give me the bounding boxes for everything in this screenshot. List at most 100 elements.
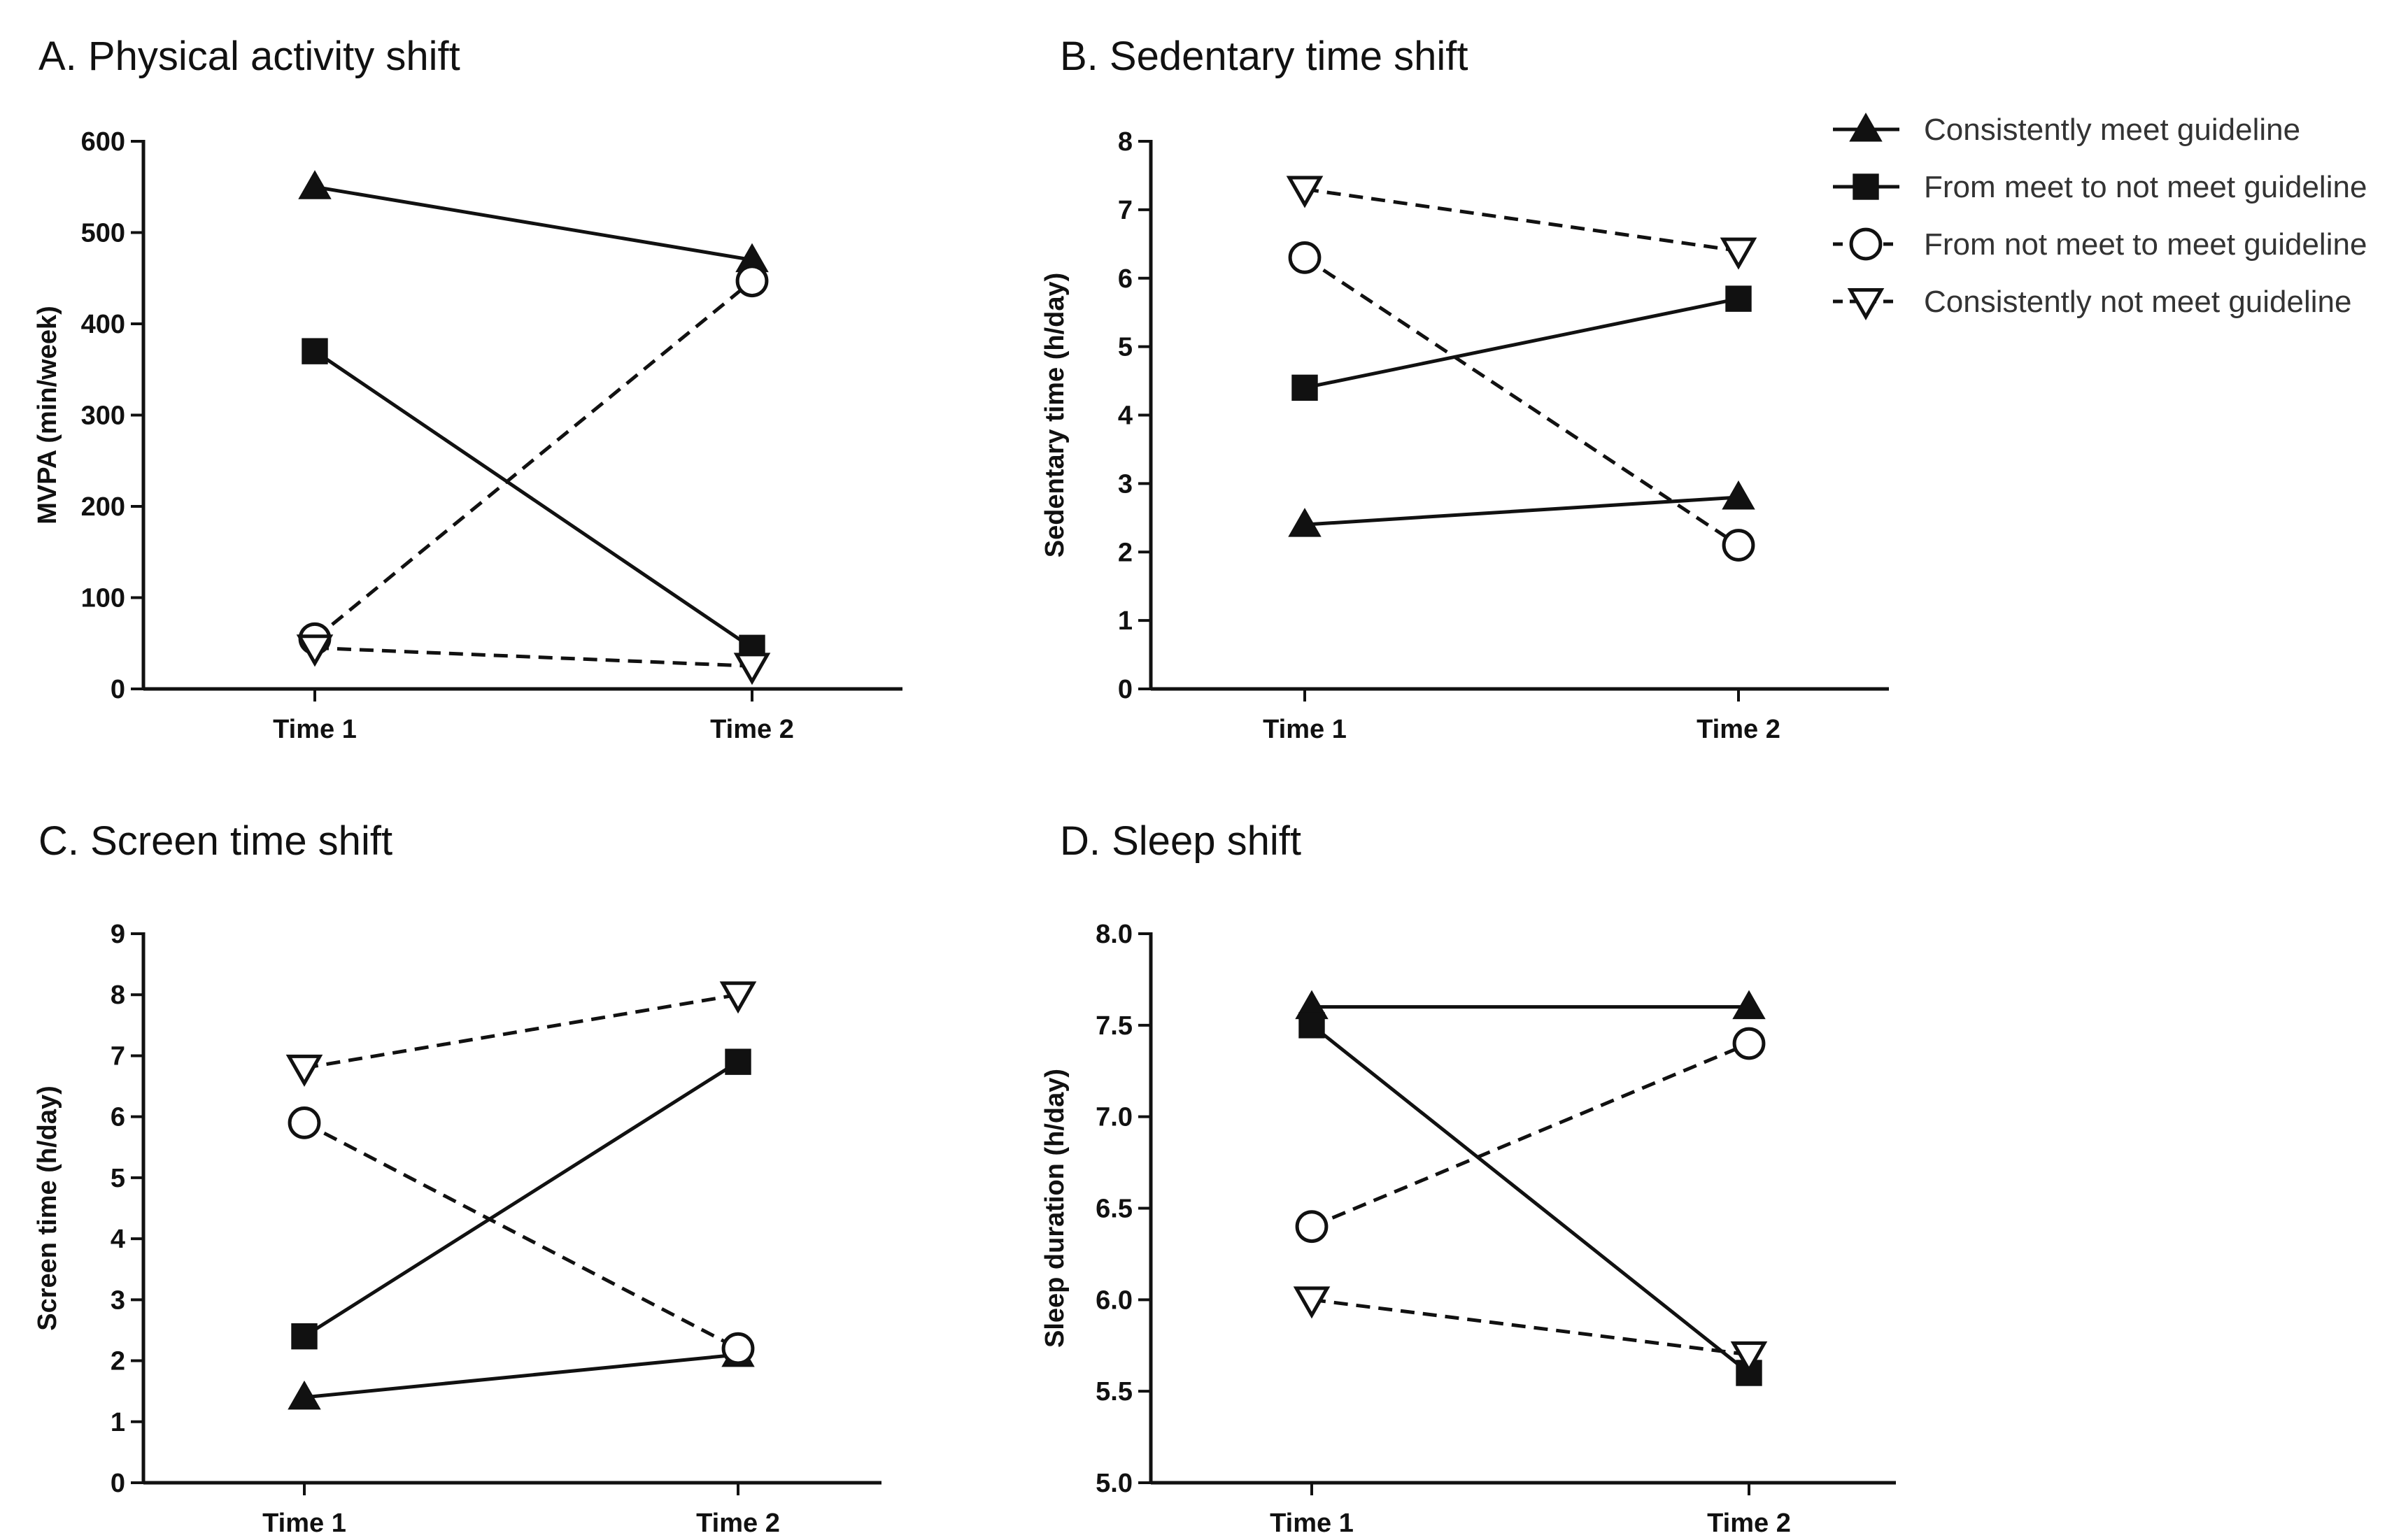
series-line-0 — [304, 1353, 739, 1400]
y-tick-label: 5 — [111, 1164, 125, 1193]
panel-2: C. Screen time shift 0 1 2 3 4 5 6 7 8 9 Time 1 Time… — [33, 818, 881, 1538]
x-tick-label: Time 2 — [710, 715, 794, 744]
series-3-point — [719, 981, 757, 1014]
panel-1: B. Sedentary time shift 0 1 2 3 4 5 6 7 8 Time 1 Ti… — [1040, 34, 1889, 744]
y-tick-label: 0 — [111, 1469, 125, 1498]
series-0-point — [1722, 480, 1755, 510]
y-tick-label: 5.5 — [1096, 1377, 1133, 1407]
series-2-point — [1722, 529, 1755, 562]
legend-marker-icon — [1849, 227, 1883, 261]
y-tick-label: 7 — [1118, 196, 1133, 225]
y-tick-label: 4 — [1118, 401, 1133, 431]
x-tick-label: Time 2 — [696, 1509, 780, 1538]
series-1-point — [1725, 285, 1752, 312]
y-tick-label: 8 — [1118, 127, 1133, 157]
panel-3: D. Sleep shift 5.0 5.5 6.0 6.5 7.0 7.5 8.0 Time … — [1040, 818, 1896, 1538]
series-line-3 — [1304, 187, 1739, 253]
series-2-point — [721, 1332, 755, 1365]
series-3-point — [1720, 237, 1757, 270]
series-1-point — [1291, 374, 1318, 401]
y-tick-label: 7.0 — [1096, 1103, 1133, 1132]
series-3-point — [1293, 1286, 1331, 1319]
series-3-point — [296, 634, 334, 667]
legend-item: Consistently meet guideline — [1833, 112, 2300, 147]
series-line-3 — [314, 646, 753, 668]
series-2-point — [735, 264, 769, 298]
legend-item: From meet to not meet guideline — [1833, 170, 2367, 204]
legend: Consistently meet guideline From meet to … — [1833, 112, 2367, 321]
y-tick-label: 8.0 — [1096, 920, 1133, 949]
series-line-1 — [303, 1060, 739, 1338]
legend-marker-icon — [1853, 173, 1879, 200]
panel-title: C. Screen time shift — [38, 818, 392, 864]
y-tick-label: 1 — [1118, 606, 1133, 636]
y-tick-label: 2 — [1118, 538, 1133, 567]
series-line-1 — [313, 350, 753, 650]
y-axis-label: Sedentary time (h/day) — [1040, 273, 1070, 558]
series-0-point — [298, 170, 332, 199]
series-line-0 — [1304, 495, 1739, 527]
series-3-point — [1730, 1341, 1768, 1374]
legend-label: Consistently meet guideline — [1924, 113, 2300, 147]
series-1-point — [291, 1323, 318, 1350]
series-2-point — [1288, 241, 1322, 274]
series-2-point — [288, 1106, 321, 1139]
y-tick-label: 600 — [81, 127, 125, 157]
y-tick-label: 8 — [111, 981, 125, 1010]
series-0-point — [1288, 508, 1322, 537]
x-tick-label: Time 2 — [1697, 715, 1780, 744]
y-axis-label: Screen time (h/day) — [33, 1085, 62, 1331]
panel-title: D. Sleep shift — [1060, 818, 1301, 864]
x-tick-label: Time 1 — [262, 1509, 346, 1538]
series-1-point — [1298, 1012, 1325, 1039]
series-3-point — [285, 1054, 323, 1087]
y-axis-label: Sleep duration (h/day) — [1040, 1069, 1070, 1348]
y-tick-label: 6 — [111, 1103, 125, 1132]
series-line-2 — [313, 279, 753, 641]
y-tick-label: 400 — [81, 310, 125, 339]
y-axis-label: MVPA (min/week) — [33, 306, 62, 525]
legend-item: From not meet to meet guideline — [1833, 227, 2367, 262]
x-tick-label: Time 1 — [273, 715, 357, 744]
y-tick-label: 100 — [81, 584, 125, 613]
legend-label: From not meet to meet guideline — [1924, 227, 2367, 262]
panel-0: A. Physical activity shift 0 100 200 300 400 5… — [33, 34, 902, 744]
y-tick-label: 0 — [1118, 675, 1133, 704]
legend-label: Consistently not meet guideline — [1924, 285, 2351, 319]
panel-title: B. Sedentary time shift — [1060, 34, 1468, 79]
y-tick-label: 5 — [1118, 333, 1133, 362]
series-3-point — [1286, 176, 1324, 208]
series-line-1 — [1304, 297, 1739, 390]
series-2-point — [1295, 1210, 1329, 1244]
y-tick-label: 3 — [111, 1286, 125, 1315]
series-line-0 — [314, 185, 753, 262]
x-tick-label: Time 1 — [1270, 1509, 1354, 1538]
x-tick-label: Time 1 — [1263, 715, 1347, 744]
panel-title: A. Physical activity shift — [38, 34, 460, 79]
series-line-2 — [1303, 256, 1740, 547]
y-tick-label: 2 — [111, 1347, 125, 1376]
y-tick-label: 1 — [111, 1408, 125, 1437]
y-tick-label: 7.5 — [1096, 1011, 1133, 1041]
y-tick-label: 6.0 — [1096, 1286, 1133, 1315]
y-tick-label: 5.0 — [1096, 1469, 1133, 1498]
legend-label: From meet to not meet guideline — [1924, 170, 2367, 204]
y-tick-label: 0 — [111, 675, 125, 704]
x-tick-label: Time 2 — [1707, 1509, 1791, 1538]
series-3-point — [733, 653, 771, 685]
series-line-1 — [1310, 1023, 1750, 1374]
y-tick-label: 6 — [1118, 264, 1133, 294]
y-tick-label: 200 — [81, 492, 125, 522]
legend-item: Consistently not meet guideline — [1833, 285, 2351, 321]
series-line-3 — [1311, 1297, 1750, 1357]
y-tick-label: 500 — [81, 219, 125, 248]
series-0-point — [1732, 990, 1766, 1020]
y-tick-label: 3 — [1118, 469, 1133, 499]
series-2-point — [1732, 1027, 1766, 1060]
series-0-point — [288, 1380, 321, 1410]
y-tick-label: 7 — [111, 1041, 125, 1071]
legend-marker-icon — [1849, 112, 1883, 142]
series-line-2 — [1311, 1041, 1750, 1228]
